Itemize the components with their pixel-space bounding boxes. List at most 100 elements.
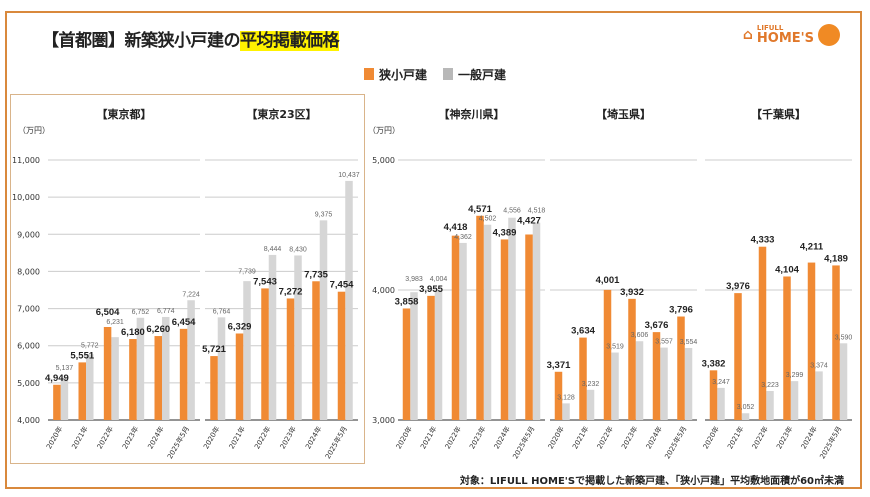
bar-narrow	[709, 370, 718, 420]
bar-general	[243, 281, 251, 420]
bar-general	[660, 347, 668, 420]
panel-title: 【神奈川県】	[439, 107, 505, 121]
x-tick-label: 2024年	[303, 425, 323, 451]
chart-frame	[5, 11, 862, 489]
data-label-narrow: 3,382	[702, 358, 726, 369]
data-label-general: 3,128	[557, 394, 575, 401]
data-label-general: 8,444	[264, 246, 282, 253]
title-highlight: 平均掲載価格	[240, 31, 340, 51]
data-label-general: 3,223	[761, 382, 779, 389]
data-label-general: 3,983	[405, 276, 423, 283]
chart-legend: 狭小戸建 一般戸建	[0, 66, 870, 83]
bar-narrow	[832, 265, 840, 420]
y-tick-label: 10,000	[12, 193, 40, 202]
data-label-narrow: 4,389	[493, 227, 517, 238]
data-label-general: 8,430	[289, 246, 307, 253]
y-tick-label: 3,000	[372, 416, 395, 425]
data-label-narrow: 4,189	[824, 253, 848, 264]
y-tick-label: 5,000	[372, 156, 395, 165]
x-tick-label: 2020年	[44, 425, 64, 451]
x-tick-label: 2024年	[799, 425, 819, 451]
house-icon: ⌂	[742, 27, 753, 43]
data-label-narrow: 6,454	[172, 317, 196, 328]
panel-title: 【埼玉県】	[596, 107, 651, 121]
x-tick-label: 2024年	[492, 425, 512, 451]
data-label-general: 6,752	[132, 309, 150, 316]
data-label-narrow: 3,858	[395, 296, 419, 307]
bar-narrow	[179, 328, 188, 420]
data-label-narrow: 4,418	[444, 222, 468, 233]
logo-big-text: HOME'S	[756, 31, 814, 46]
legend-label-narrow: 狭小戸建	[378, 68, 427, 82]
data-label-narrow: 6,260	[146, 324, 170, 335]
data-label-general: 6,774	[157, 308, 175, 315]
x-tick-label: 2021年	[418, 425, 438, 451]
bar-general	[268, 254, 277, 420]
data-label-narrow: 4,333	[751, 235, 775, 246]
legend-swatch-general	[443, 68, 453, 80]
data-label-narrow: 4,211	[800, 241, 824, 252]
bar-general	[111, 337, 119, 420]
y-tick-label: 7,000	[17, 305, 40, 314]
data-label-narrow: 6,329	[228, 321, 252, 332]
data-label-narrow: 5,551	[70, 350, 94, 361]
bar-narrow	[78, 362, 86, 420]
x-tick-label: 2024年	[146, 425, 166, 451]
page-title: 【首都圏】新築狭小戸建の平均掲載価格	[42, 26, 340, 51]
x-tick-label: 2020年	[546, 425, 566, 451]
bar-narrow	[129, 339, 137, 420]
x-tick-label: 2023年	[619, 425, 639, 451]
bar-narrow	[807, 262, 816, 420]
bar-narrow	[427, 295, 435, 420]
data-label-general: 9,375	[315, 211, 333, 218]
y-tick-label: 5,000	[17, 379, 40, 388]
bar-narrow	[758, 246, 767, 420]
x-tick-label: 2021年	[725, 425, 745, 451]
panel-title: 【東京都】	[97, 107, 152, 121]
data-label-narrow: 3,634	[571, 326, 595, 337]
data-label-general: 3,232	[582, 381, 600, 388]
legend-item-narrow: 狭小戸建	[363, 66, 427, 83]
data-label-narrow: 4,104	[775, 264, 799, 275]
bar-general	[60, 377, 69, 420]
data-label-narrow: 7,735	[304, 269, 328, 280]
legend-swatch-narrow	[363, 68, 374, 80]
data-label-general: 3,299	[786, 372, 804, 379]
logo-small-text: LIFULL	[756, 24, 784, 32]
bar-general	[766, 391, 774, 420]
footnote: 対象：LIFULL HOME'Sで掲載した新築戸建、「狭小戸建」平均敷地面積が6…	[459, 476, 844, 487]
data-label-general: 4,518	[528, 207, 546, 214]
data-label-general: 6,764	[213, 308, 231, 315]
data-label-general: 3,374	[810, 362, 828, 369]
x-tick-label: 2025年5月	[165, 425, 191, 461]
x-tick-label: 2021年	[227, 425, 247, 451]
bar-narrow	[677, 316, 685, 420]
y-tick-label: 8,000	[17, 267, 40, 276]
bar-general	[562, 403, 570, 420]
data-label-general: 3,519	[606, 344, 624, 351]
data-label-general: 5,772	[81, 342, 99, 349]
x-tick-label: 2025年5月	[323, 425, 349, 461]
data-label-narrow: 3,676	[645, 320, 669, 331]
data-label-general: 4,502	[479, 216, 497, 223]
data-label-narrow: 4,949	[45, 373, 69, 384]
bar-general	[684, 347, 693, 420]
data-label-narrow: 3,796	[669, 305, 693, 316]
data-label-general: 7,224	[182, 291, 200, 298]
bar-narrow	[525, 234, 533, 420]
bar-narrow	[734, 293, 742, 420]
bar-narrow	[337, 291, 346, 420]
data-label-general: 10,437	[338, 172, 360, 179]
data-label-narrow: 3,371	[547, 360, 571, 371]
x-tick-label: 2020年	[701, 425, 721, 451]
data-label-narrow: 4,001	[596, 275, 620, 286]
bar-general	[586, 389, 595, 420]
bar-narrow	[103, 326, 112, 420]
data-label-general: 3,557	[655, 339, 673, 346]
y-tick-label: 11,000	[12, 156, 40, 165]
data-label-general: 3,554	[680, 339, 698, 346]
x-tick-label: 2020年	[394, 425, 414, 451]
data-label-narrow: 3,932	[620, 287, 644, 298]
panel-title: 【東京23区】	[246, 107, 316, 121]
